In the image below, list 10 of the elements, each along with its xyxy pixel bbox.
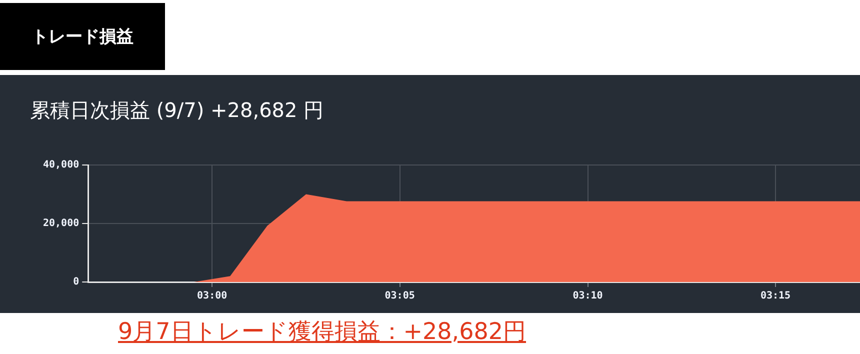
x-tick-label: 03:10 bbox=[572, 290, 603, 302]
x-tick-label: 03:15 bbox=[760, 290, 791, 302]
y-tick-label: 0 bbox=[73, 276, 80, 288]
chart-title: 累積日次損益 (9/7) +28,682 円 bbox=[30, 97, 324, 124]
text: トレード損益 bbox=[0, 3, 165, 70]
x-tick-label: 03:05 bbox=[384, 290, 415, 302]
x-tick-label: 03:00 bbox=[197, 290, 228, 302]
y-tick-label: 20,000 bbox=[43, 218, 80, 230]
text: 9月7日トレード獲得損益：+28,682円 bbox=[118, 318, 526, 347]
y-tick-label: 40,000 bbox=[43, 160, 80, 171]
